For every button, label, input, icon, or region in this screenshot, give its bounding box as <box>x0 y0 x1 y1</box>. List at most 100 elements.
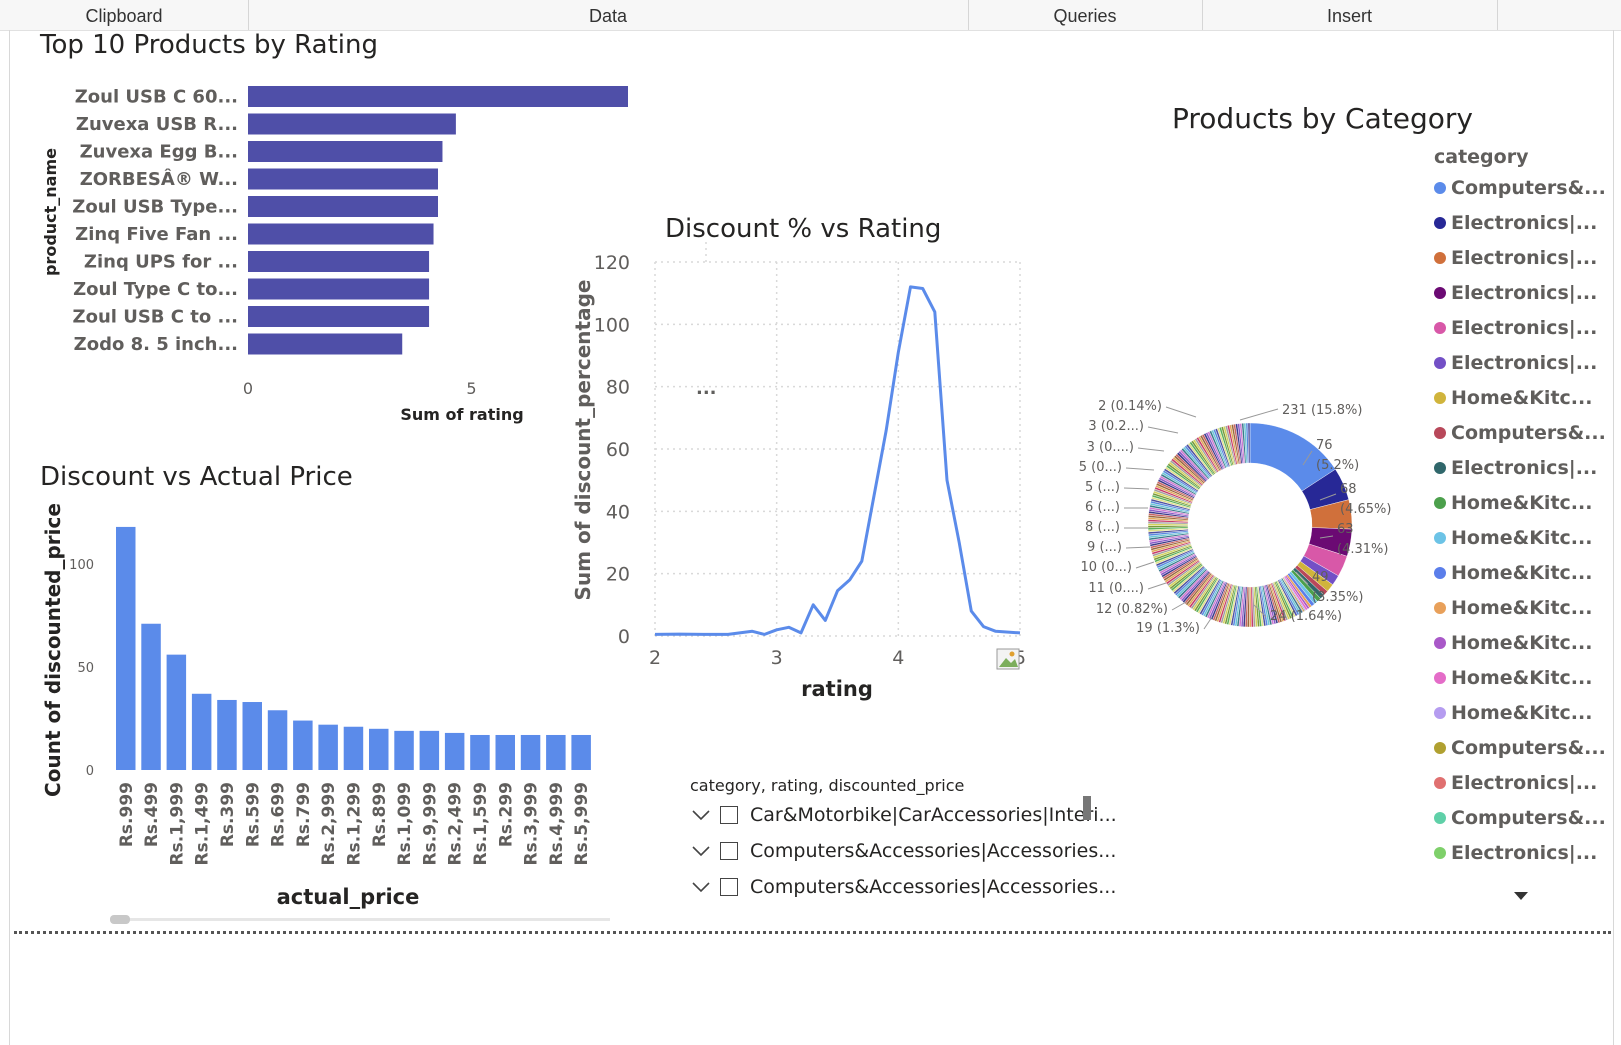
chevron-down-icon[interactable] <box>690 876 712 898</box>
bar[interactable] <box>248 113 456 135</box>
slicer-item[interactable]: Car&Motorbike|CarAccessories|Interi... <box>690 800 1117 830</box>
bar[interactable] <box>191 693 212 770</box>
legend-item[interactable]: Electronics|... <box>1434 838 1597 868</box>
bar[interactable] <box>141 623 161 770</box>
bar[interactable] <box>248 223 434 245</box>
legend-item[interactable]: Home&Kitc... <box>1434 698 1592 728</box>
chevron-down-icon[interactable] <box>690 804 712 826</box>
leader-line <box>1125 546 1151 549</box>
bar[interactable] <box>520 734 541 770</box>
legend-marker <box>1434 462 1446 474</box>
bar[interactable] <box>248 251 430 272</box>
bar[interactable] <box>470 734 490 770</box>
x-tick-label: 2 <box>649 647 661 669</box>
legend-item[interactable]: Home&Kitc... <box>1434 628 1592 658</box>
slice-data-label: (4.31%) <box>1337 542 1388 557</box>
slice-data-label: 19 (1.3%) <box>1136 621 1200 636</box>
y-tick-label: 60 <box>606 439 630 461</box>
legend-item[interactable]: Home&Kitc... <box>1434 523 1592 553</box>
legend-item[interactable]: Electronics|... <box>1434 348 1597 378</box>
ribbon-group-insert[interactable]: Insert <box>1202 0 1498 30</box>
x-tick-label: Rs.1,499 <box>193 782 213 865</box>
bar-category-label: Zuvexa USB R... <box>76 114 238 135</box>
bar[interactable] <box>248 141 443 162</box>
legend-item[interactable]: Home&Kitc... <box>1434 558 1592 588</box>
legend-marker <box>1434 427 1446 439</box>
discount-vs-price-chart[interactable]: 0 50 100 Rs.999 Rs.499 Rs.1,999 Rs.1,499 Rs.399… <box>30 500 620 930</box>
y-tick-label: 100 <box>594 314 630 336</box>
series-line[interactable] <box>654 285 1021 636</box>
x-tick-label: Rs.2,499 <box>446 782 466 865</box>
slice-data-label: 2 (0.14%) <box>1098 399 1162 414</box>
ribbon-group-clipboard[interactable]: Clipboard <box>0 0 249 30</box>
legend-marker <box>1434 182 1446 194</box>
slicer-checkbox[interactable] <box>720 878 738 896</box>
legend-item[interactable]: Electronics|... <box>1434 313 1597 343</box>
visual-more-options[interactable]: ... <box>696 378 717 399</box>
donut-slice[interactable] <box>1247 422 1251 464</box>
bar[interactable] <box>444 732 465 770</box>
bar[interactable] <box>267 710 288 770</box>
slicer-checkbox[interactable] <box>720 806 738 824</box>
bar[interactable] <box>318 724 338 770</box>
bar[interactable] <box>369 728 389 770</box>
legend-item[interactable]: Computers&... <box>1434 733 1606 763</box>
slicer-item[interactable]: Computers&Accessories|Accessories... <box>690 872 1116 902</box>
slice-data-label: (4.65%) <box>1340 502 1391 517</box>
legend-item[interactable]: Electronics|... <box>1434 278 1597 308</box>
bar[interactable] <box>495 734 516 770</box>
legend-item[interactable]: Computers&... <box>1434 173 1606 203</box>
chart-scrollbar-thumb[interactable] <box>110 915 130 924</box>
slice-data-label: 9 (...) <box>1087 540 1122 555</box>
legend-item[interactable]: Computers&... <box>1434 418 1606 448</box>
bar[interactable] <box>419 730 440 770</box>
slice-data-label: 24 (1.64%) <box>1270 609 1342 624</box>
bar[interactable] <box>248 333 403 355</box>
bar[interactable] <box>546 734 566 770</box>
legend-item[interactable]: Computers&... <box>1434 803 1606 833</box>
slice-data-label: 12 (0.82%) <box>1096 602 1168 617</box>
legend-item[interactable]: Home&Kitc... <box>1434 593 1592 623</box>
legend-item-label: Computers&... <box>1451 177 1606 199</box>
bar[interactable] <box>116 526 136 770</box>
y-tick-label: 0 <box>618 626 630 648</box>
bar[interactable] <box>217 699 237 770</box>
ribbon-group-queries[interactable]: Queries <box>968 0 1203 30</box>
slicer-scrollbar-thumb[interactable] <box>1083 796 1091 820</box>
legend-marker <box>1434 777 1446 789</box>
x-tick-label: Rs.4,999 <box>547 782 567 865</box>
legend-item[interactable]: Electronics|... <box>1434 208 1597 238</box>
legend-item[interactable]: Home&Kitc... <box>1434 488 1592 518</box>
category-donut-chart[interactable]: 231 (15.8%) 76 (5.2%) 68 (4.65%) 63 (4.31%) 49 (… <box>1050 395 1430 670</box>
leader-line <box>1253 604 1267 618</box>
ribbon-group-data[interactable]: Data <box>248 0 969 30</box>
legend-item[interactable]: Electronics|... <box>1434 243 1597 273</box>
x-tick-label: 5 <box>466 379 476 398</box>
slicer-item[interactable]: Computers&Accessories|Accessories... <box>690 836 1116 866</box>
bar[interactable] <box>248 196 438 217</box>
bar[interactable] <box>242 702 263 770</box>
bar[interactable] <box>293 720 313 770</box>
bar[interactable] <box>248 278 430 300</box>
y-tick-label: 100 <box>69 558 94 573</box>
legend-marker <box>1434 532 1446 544</box>
y-axis-title: Sum of discount_percentage <box>571 280 595 601</box>
bar[interactable] <box>248 86 628 107</box>
legend-item[interactable]: Home&Kitc... <box>1434 383 1592 413</box>
bar[interactable] <box>248 168 438 190</box>
bar[interactable] <box>343 726 364 770</box>
bar[interactable] <box>571 734 591 770</box>
slicer-checkbox[interactable] <box>720 842 738 860</box>
legend-item[interactable]: Home&Kitc... <box>1434 663 1592 693</box>
ribbon-group-label: Insert <box>1326 6 1373 26</box>
bar[interactable] <box>166 654 187 770</box>
bar[interactable] <box>394 730 414 770</box>
bar[interactable] <box>248 306 430 327</box>
top-products-chart[interactable]: Zoul USB C 60... Zuvexa USB R... Zuvexa Eg… <box>30 70 650 430</box>
legend-item[interactable]: Electronics|... <box>1434 453 1597 483</box>
leader-line <box>1319 493 1337 501</box>
chevron-down-icon[interactable] <box>690 840 712 862</box>
legend-item[interactable]: Electronics|... <box>1434 768 1597 798</box>
legend-scroll-down-icon[interactable] <box>1512 890 1530 902</box>
